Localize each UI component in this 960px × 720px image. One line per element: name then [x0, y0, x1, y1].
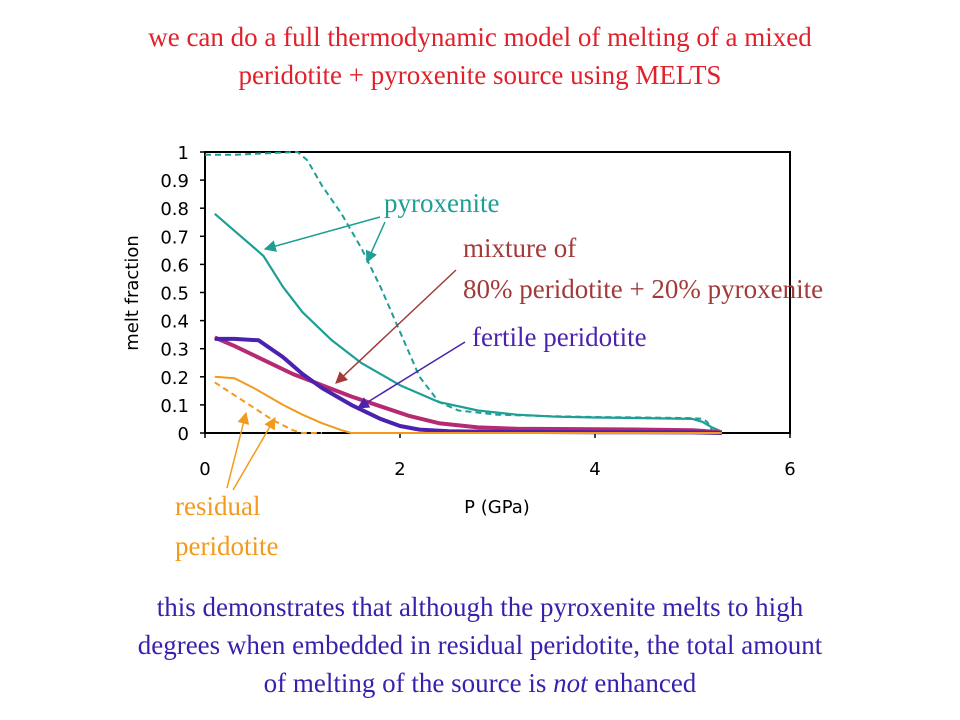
mixture-label-line-2: 80% peridotite + 20% pyroxenite	[463, 274, 823, 304]
y-tick-label: 0.9	[160, 171, 189, 192]
x-tick-label: 6	[784, 459, 795, 480]
mixture-line	[214, 335, 722, 435]
y-tick-label: 0.7	[160, 227, 189, 248]
slide-title-line-1: we can do a full thermodynamic model of …	[148, 22, 812, 52]
footer-line-3-start: of melting of the source is	[263, 668, 554, 698]
y-tick-label: 0.5	[160, 284, 189, 305]
pyroxenite-solid-line	[214, 212, 723, 433]
x-tick-label: 2	[394, 459, 405, 480]
y-tick-label: 0.2	[160, 368, 189, 389]
x-tick-label: 4	[589, 459, 600, 480]
y-tick-label: 1	[178, 143, 189, 164]
y-tick-label: 0.4	[160, 312, 189, 333]
mixture-arrow	[335, 269, 457, 384]
y-tick-label: 0	[178, 424, 189, 445]
fertile-arrow	[356, 341, 466, 409]
footer-line-2: degrees when embedded in residual perido…	[137, 630, 823, 660]
footer-line-3: of melting of the source is not enhanced	[0, 664, 960, 702]
footer-line-3-end: enhanced	[587, 668, 697, 698]
pyroxenite-label: pyroxenite	[384, 188, 499, 218]
residual-label-line-1: residual	[175, 491, 260, 521]
residual-arrow-dashed	[232, 416, 276, 491]
pyroxenite-arrow-solid	[263, 216, 381, 252]
residual-solid-line	[214, 375, 722, 434]
slide-footer: this demonstrates that although the pyro…	[0, 588, 960, 702]
mixture-label-line-1: mixture of	[463, 233, 576, 263]
y-tick-label: 0.3	[160, 340, 189, 361]
slide-title: we can do a full thermodynamic model of …	[0, 18, 960, 94]
fertile-peridotite-label: fertile peridotite	[472, 322, 647, 352]
residual-dashed-line	[214, 381, 322, 434]
pyroxenite-dashed-line	[205, 151, 722, 433]
slide-title-line-2: peridotite + pyroxenite source using MEL…	[238, 60, 722, 90]
footer-emphasis: not	[553, 668, 588, 698]
footer-line-1: this demonstrates that although the pyro…	[156, 592, 804, 622]
y-tick-label: 0.8	[160, 199, 189, 220]
y-axis-title: melt fraction	[122, 235, 143, 351]
pyroxenite-arrow-dashed	[365, 221, 386, 264]
x-tick-label: 0	[199, 459, 210, 480]
y-tick-label: 0.1	[160, 396, 189, 417]
residual-label-line-2: peridotite	[175, 531, 278, 561]
x-axis-title: P (GPa)	[464, 497, 530, 518]
residual-arrow-solid	[226, 411, 250, 489]
y-tick-label: 0.6	[160, 255, 189, 276]
